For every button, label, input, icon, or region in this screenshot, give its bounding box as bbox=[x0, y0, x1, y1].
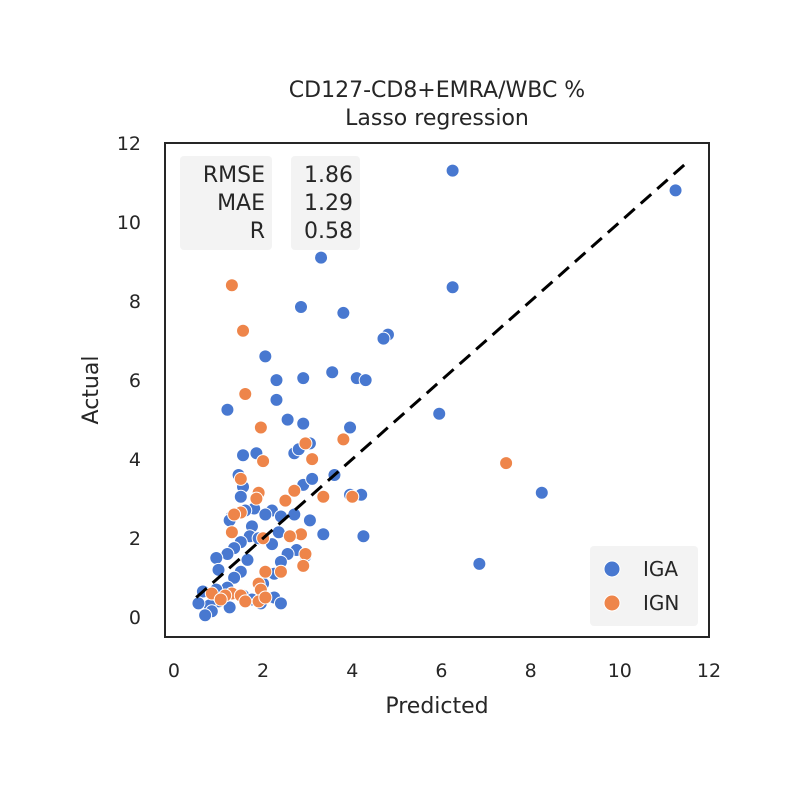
stats-values-background bbox=[291, 156, 360, 250]
data-point-iga bbox=[209, 550, 224, 565]
data-point-iga bbox=[269, 373, 284, 388]
data-point-ign bbox=[305, 452, 320, 467]
data-point-ign bbox=[298, 436, 313, 451]
data-point-iga bbox=[358, 373, 373, 388]
data-point-ign bbox=[238, 594, 253, 609]
data-point-ign bbox=[236, 323, 251, 338]
x-tick-label: 0 bbox=[168, 660, 180, 682]
data-point-ign bbox=[249, 491, 264, 506]
data-point-ign bbox=[278, 493, 293, 508]
stats-value-r: 0.58 bbox=[304, 219, 353, 244]
data-point-ign bbox=[345, 489, 360, 504]
data-point-iga bbox=[356, 529, 371, 544]
data-point-iga bbox=[305, 471, 320, 486]
data-point-iga bbox=[432, 406, 447, 421]
y-tick-label: 8 bbox=[129, 291, 141, 313]
data-point-ign bbox=[258, 564, 273, 579]
legend-label-ign: IGN bbox=[643, 591, 679, 615]
data-point-iga bbox=[240, 552, 255, 567]
data-point-iga bbox=[336, 305, 351, 320]
stats-labels-background bbox=[180, 156, 272, 250]
data-point-iga bbox=[280, 412, 295, 427]
data-point-ign bbox=[499, 456, 514, 471]
data-point-ign bbox=[273, 564, 288, 579]
data-point-iga bbox=[316, 527, 331, 542]
data-point-iga bbox=[258, 507, 273, 522]
data-point-iga bbox=[445, 163, 460, 178]
stats-value-mae: 1.29 bbox=[304, 191, 353, 216]
data-point-iga bbox=[302, 513, 317, 528]
data-point-iga bbox=[445, 280, 460, 295]
data-point-iga bbox=[287, 507, 302, 522]
data-point-ign bbox=[253, 420, 268, 435]
data-point-iga bbox=[343, 420, 358, 435]
data-point-iga bbox=[296, 416, 311, 431]
chart-subtitle: Lasso regression bbox=[345, 106, 529, 131]
data-point-ign bbox=[287, 483, 302, 498]
data-point-iga bbox=[236, 448, 251, 463]
stats-label-rmse: RMSE bbox=[203, 163, 265, 188]
y-axis-label: Actual bbox=[79, 356, 104, 425]
data-point-iga bbox=[472, 556, 487, 571]
data-point-ign bbox=[336, 432, 351, 447]
data-point-iga bbox=[227, 570, 242, 585]
data-point-iga bbox=[220, 402, 235, 417]
data-point-iga bbox=[191, 596, 206, 611]
legend-label-iga: IGA bbox=[643, 557, 678, 581]
y-tick-label: 2 bbox=[129, 528, 141, 550]
data-point-ign bbox=[258, 590, 273, 605]
data-point-iga bbox=[258, 349, 273, 364]
stats-value-rmse: 1.86 bbox=[304, 163, 353, 188]
data-point-ign bbox=[298, 547, 313, 562]
stats-label-r: R bbox=[250, 219, 265, 244]
data-point-ign bbox=[224, 525, 239, 540]
data-point-ign bbox=[282, 529, 297, 544]
y-tick-label: 12 bbox=[117, 133, 141, 155]
x-tick-label: 4 bbox=[346, 660, 358, 682]
data-point-iga bbox=[273, 596, 288, 611]
y-tick-label: 4 bbox=[129, 449, 141, 471]
data-point-iga bbox=[314, 250, 329, 265]
y-tick-label: 0 bbox=[129, 607, 141, 629]
legend: IGA IGN bbox=[590, 546, 698, 626]
stats-box: RMSE MAE R 1.86 1.29 0.58 bbox=[180, 156, 360, 250]
data-point-ign bbox=[238, 386, 253, 401]
x-tick-label: 8 bbox=[525, 660, 537, 682]
legend-marker-iga bbox=[603, 560, 621, 578]
x-tick-label: 2 bbox=[257, 660, 269, 682]
x-tick-label: 12 bbox=[697, 660, 721, 682]
data-point-iga bbox=[376, 331, 391, 346]
x-tick-label: 6 bbox=[435, 660, 447, 682]
data-point-ign bbox=[227, 507, 242, 522]
data-point-ign bbox=[213, 592, 228, 607]
data-point-iga bbox=[198, 608, 213, 623]
chart-title: CD127-CD8+EMRA/WBC % bbox=[289, 78, 585, 103]
data-point-iga bbox=[325, 365, 340, 380]
data-point-ign bbox=[316, 489, 331, 504]
data-point-iga bbox=[294, 300, 308, 315]
x-tick-label: 10 bbox=[608, 660, 632, 682]
plot-frame bbox=[164, 142, 710, 638]
data-point-iga bbox=[534, 485, 549, 500]
data-point-iga bbox=[233, 489, 248, 504]
legend-marker-ign bbox=[603, 594, 621, 612]
data-point-ign bbox=[256, 454, 271, 469]
data-point-ign bbox=[233, 471, 248, 486]
stats-label-mae: MAE bbox=[217, 191, 265, 216]
data-point-ign bbox=[296, 558, 311, 573]
x-axis-label: Predicted bbox=[385, 694, 488, 719]
data-point-ign bbox=[224, 278, 239, 293]
data-point-iga bbox=[296, 371, 311, 386]
data-point-iga bbox=[668, 183, 683, 198]
y-tick-label: 10 bbox=[117, 212, 141, 234]
y-tick-label: 6 bbox=[129, 370, 141, 392]
axis-ticks: 0 2 4 6 8 10 12 0 2 4 6 8 10 12 bbox=[117, 133, 721, 682]
data-point-iga bbox=[269, 392, 284, 407]
